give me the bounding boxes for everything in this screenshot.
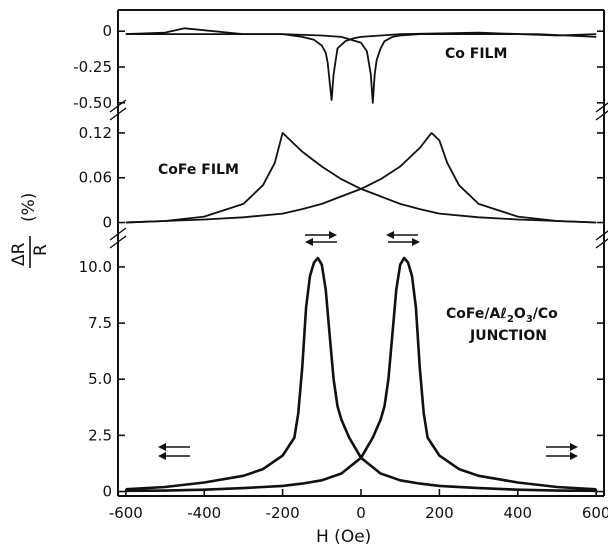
tick-marks	[118, 30, 604, 496]
series-line-1-1	[125, 132, 597, 224]
y-axis-numerator: ΔR	[9, 242, 29, 266]
data-curves	[125, 27, 597, 493]
y-tick-label: 10.0	[79, 258, 112, 276]
x-tick-label: 600	[582, 504, 608, 522]
junction-label-sub-2: 2	[507, 314, 514, 325]
y-tick-label: -0.25	[73, 58, 112, 76]
series-line-2-0	[125, 256, 597, 493]
x-axis-title: H (Oe)	[316, 527, 371, 547]
junction-label-sub-3: 3	[526, 314, 533, 325]
junction-label-part-a: CoFe/A	[446, 306, 500, 322]
junction-label-part-b: ℓ	[499, 306, 507, 322]
y-tick-label: 7.5	[88, 314, 112, 332]
left-break-lower	[109, 227, 127, 249]
x-tick-label: 0	[356, 504, 366, 522]
magnetization-arrows	[158, 231, 578, 460]
axis-breaks	[109, 99, 608, 249]
right-break-upper	[595, 102, 608, 121]
arrows-positive-saturation	[546, 443, 578, 460]
tick-labels: 0 -0.25 -0.50 0.12 0.06 0 10.0 7.5 5.0 2.5 0 -600 -4…	[73, 22, 608, 522]
y-tick-label: 0	[102, 214, 112, 232]
co-film-label: Co FILM	[445, 46, 507, 62]
series-line-0-1	[125, 33, 597, 104]
y-axis-denominator: R	[31, 244, 51, 256]
series-line-1-0	[125, 132, 597, 224]
junction-label-part-d: O	[514, 306, 526, 322]
cofe-film-label: CoFe FILM	[158, 162, 239, 178]
x-tick-label: -200	[266, 504, 300, 522]
junction-label-line2: JUNCTION	[469, 328, 547, 344]
arrows-negative-saturation	[158, 443, 190, 460]
left-break-upper	[109, 99, 127, 121]
y-tick-label: 0.06	[79, 169, 112, 187]
junction-label-part-f: /Co	[533, 306, 558, 322]
y-tick-label: 0	[102, 483, 112, 501]
x-tick-label: -600	[109, 504, 143, 522]
y-axis-title: ΔR R (%)	[9, 193, 51, 268]
y-axis-unit: (%)	[19, 193, 39, 222]
y-tick-label: 0.12	[79, 124, 112, 142]
arrows-right-antiparallel	[386, 231, 420, 246]
series-line-2-1	[125, 256, 597, 493]
x-tick-label: 400	[503, 504, 532, 522]
y-tick-label: 0	[102, 22, 112, 40]
right-break-lower	[595, 230, 608, 249]
junction-label-line1: CoFe/Aℓ2O3/Co	[446, 306, 558, 325]
y-tick-label: 5.0	[88, 370, 112, 388]
x-tick-label: -400	[187, 504, 221, 522]
y-tick-label: -0.50	[73, 94, 112, 112]
arrows-left-antiparallel	[305, 231, 337, 246]
x-tick-label: 200	[425, 504, 454, 522]
y-tick-label: 2.5	[88, 426, 112, 444]
series-line-0-0	[125, 27, 597, 101]
